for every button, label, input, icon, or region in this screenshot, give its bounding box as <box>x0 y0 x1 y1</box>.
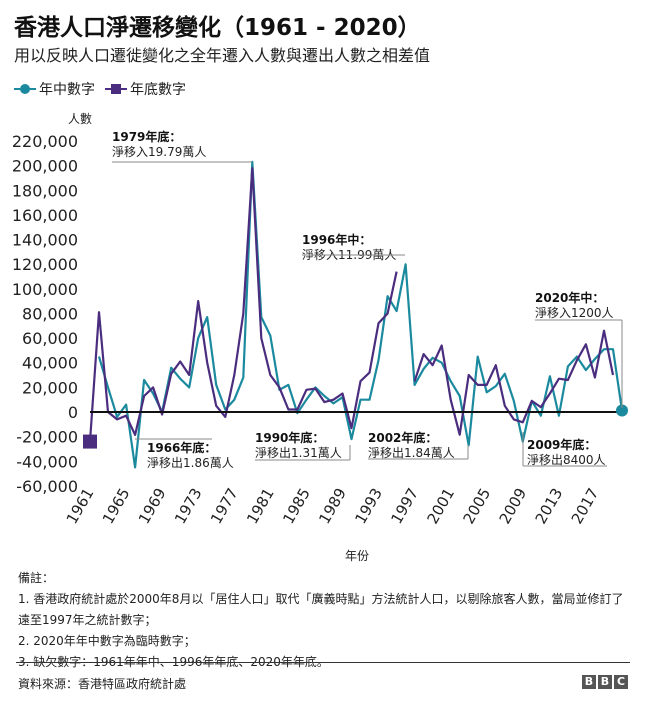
x-tick-label: 2001 <box>423 485 458 527</box>
annotation-text: 淨移出1.31萬人 <box>255 446 342 460</box>
y-tick-label: 200,000 <box>12 157 78 176</box>
x-tick-label: 1981 <box>243 485 278 527</box>
x-axis-label: 年份 <box>345 549 369 563</box>
y-tick-label: 40,000 <box>22 354 78 373</box>
x-tick-label: 1973 <box>171 485 206 527</box>
y-tick-label: 220,000 <box>12 132 78 151</box>
annotation-heading: 1990年底： <box>255 430 324 445</box>
y-tick-label: -20,000 <box>16 428 78 447</box>
x-tick-label: 1997 <box>387 485 422 527</box>
annotation-text: 淨移出1.84萬人 <box>368 446 455 460</box>
annotation-heading: 2020年中： <box>535 290 604 305</box>
x-tick-label: 2017 <box>568 485 603 527</box>
x-tick-label: 2013 <box>532 485 567 527</box>
legend-circle-icon <box>14 84 36 94</box>
x-tick-label: 2005 <box>460 485 495 527</box>
legend: 年中數字 年底數字 <box>14 79 192 99</box>
chart-title: 香港人口淨遷移變化（1961 - 2020） <box>14 15 421 41</box>
y-tick-label: 120,000 <box>12 255 78 274</box>
annotation-heading: 1996年中： <box>302 232 371 247</box>
x-tick-label: 1969 <box>135 485 170 527</box>
annotation-heading: 2009年底： <box>527 437 596 452</box>
legend-square-icon <box>105 84 127 94</box>
x-tick-label: 2009 <box>496 485 531 527</box>
annotation-heading: 2002年底： <box>368 430 437 445</box>
y-tick-label: 60,000 <box>22 329 78 348</box>
y-axis-label: 人數 <box>68 112 92 126</box>
y-tick-label: 0 <box>68 403 78 422</box>
y-tick-label: -60,000 <box>16 477 78 496</box>
y-tick-label: 20,000 <box>22 378 78 397</box>
legend-item-yearend: 年底數字 <box>105 79 186 99</box>
y-tick-label: -40,000 <box>16 452 78 471</box>
series-line-midyear <box>97 160 624 469</box>
y-tick-label: 80,000 <box>22 304 78 323</box>
x-tick-label: 1989 <box>315 485 350 527</box>
legend-item-midyear: 年中數字 <box>14 79 95 99</box>
start-marker-square <box>83 434 97 449</box>
notes-heading: 備註： <box>18 571 55 585</box>
notes: 備註： 1. 香港政府統計處於2000年8月以「居住人口」取代「廣義時點」方法統… <box>18 568 633 673</box>
y-tick-label: 160,000 <box>12 206 78 225</box>
series-line-yearend <box>88 167 615 442</box>
legend-label: 年中數字 <box>39 82 95 98</box>
annotation-heading: 1979年底： <box>112 129 181 144</box>
chart-subtitle: 用以反映人口遷徙變化之全年遷入人數與遷出人數之相差值 <box>14 46 431 65</box>
x-tick-label: 1993 <box>351 485 386 527</box>
legend-label: 年底數字 <box>130 82 186 98</box>
annotation-text: 淨移入19.79萬人 <box>112 145 206 159</box>
x-tick-label: 1985 <box>279 485 314 527</box>
divider <box>16 662 630 663</box>
x-tick-label: 1965 <box>99 485 134 527</box>
annotation-heading: 1966年底： <box>147 440 216 455</box>
annotation-text: 淨移出8400人 <box>527 453 606 467</box>
annotation-text: 淨移入1200人 <box>535 306 614 320</box>
y-tick-label: 100,000 <box>12 280 78 299</box>
y-tick-label: 140,000 <box>12 231 78 250</box>
x-tick-label: 1977 <box>207 485 242 527</box>
note-item: 1. 香港政府統計處於2000年8月以「居住人口」取代「廣義時點」方法統計人口，… <box>18 592 624 627</box>
y-tick-label: 180,000 <box>12 181 78 200</box>
source: 資料來源：香港特區政府統計處 <box>18 677 187 691</box>
note-item: 2. 2020年年中數字為臨時數字； <box>18 634 196 648</box>
annotation-text: 淨移出1.86萬人 <box>147 456 234 470</box>
end-marker-circle <box>616 404 628 417</box>
